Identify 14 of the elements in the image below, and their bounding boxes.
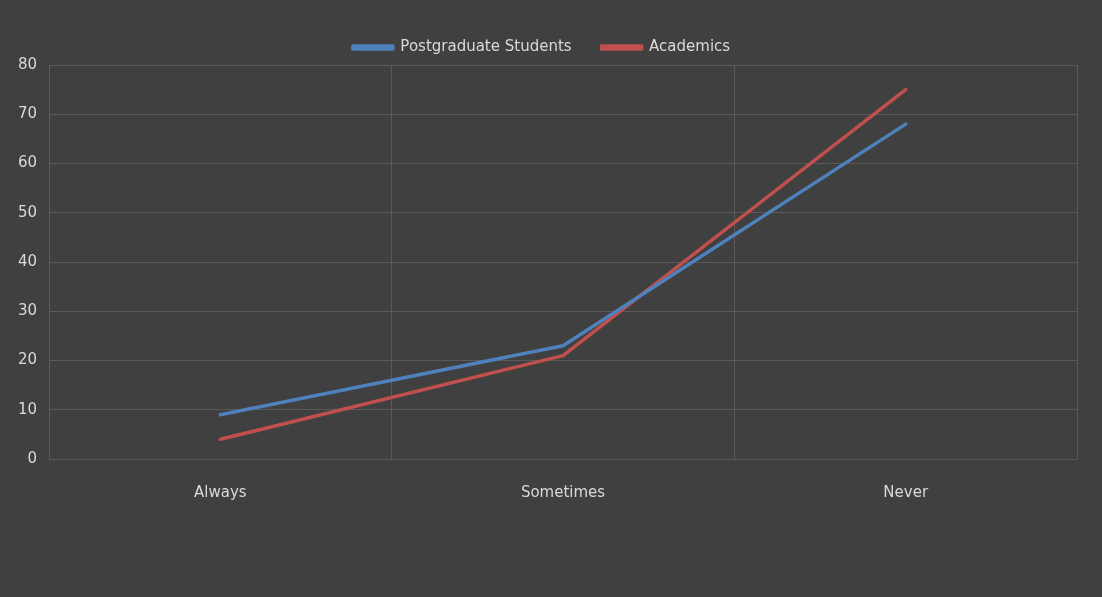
y-tick-label: 60 (17, 153, 38, 172)
x-tick-label: Never (883, 482, 929, 501)
y-tick-label: 50 (17, 202, 38, 221)
x-tick-label: Sometimes (520, 482, 606, 501)
y-tick-label: 40 (17, 251, 38, 270)
x-tick-label: Always (194, 482, 247, 501)
y-tick-label: 0 (27, 448, 38, 467)
legend-label: Academics (649, 37, 731, 56)
y-tick-label: 70 (17, 104, 38, 123)
y-tick-label: 20 (17, 350, 38, 369)
y-tick-label: 10 (17, 399, 38, 418)
legend-label: Postgraduate Students (400, 37, 572, 56)
y-tick-label: 80 (17, 54, 38, 73)
y-tick-label: 30 (17, 301, 38, 320)
